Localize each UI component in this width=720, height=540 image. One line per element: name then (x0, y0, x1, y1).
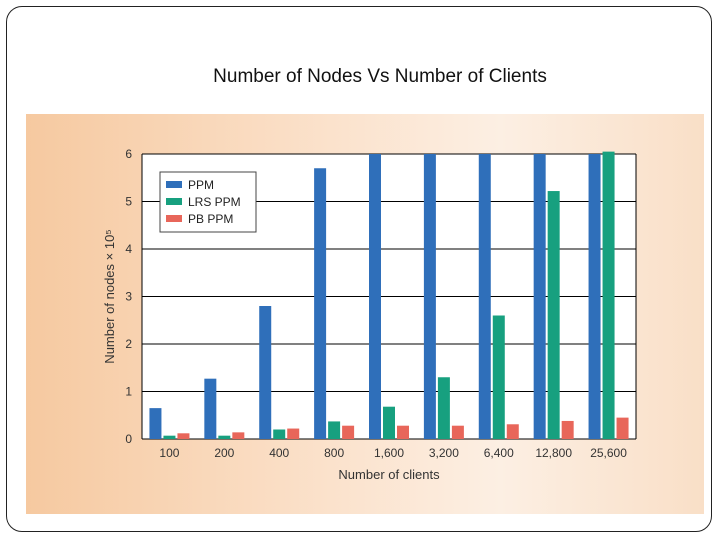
legend-label: PPM (188, 178, 214, 192)
bar-pb-ppm (287, 428, 300, 439)
bar-lrs-ppm (163, 435, 176, 439)
bar-pb-ppm (397, 425, 409, 439)
bar-lrs-ppm (602, 151, 615, 439)
y-axis-title: Number of nodes × 10⁵ (102, 229, 117, 363)
bar-pb-ppm (451, 425, 464, 439)
x-tick-label: 100 (159, 446, 179, 460)
y-tick-label: 0 (125, 432, 132, 446)
bar-ppm (533, 154, 546, 439)
y-tick-label: 6 (125, 147, 132, 161)
x-tick-label: 6,400 (484, 446, 514, 460)
y-tick-label: 5 (125, 195, 132, 209)
bar-ppm (149, 408, 162, 439)
bar-ppm (369, 154, 381, 439)
bar-lrs-ppm (547, 191, 560, 439)
legend-swatch (166, 181, 182, 188)
bar-ppm (204, 378, 217, 439)
bar-lrs-ppm (218, 435, 231, 439)
bar-lrs-ppm (437, 377, 450, 439)
bar-lrs-ppm (492, 315, 505, 439)
bar-pb-ppm (177, 433, 190, 439)
bar-pb-ppm (616, 417, 629, 439)
x-tick-label: 1,600 (374, 446, 404, 460)
chart-panel: 0 1 2 3 4 5 6 100 200 400 800 1,600 3,200 6,400 12,800… (26, 114, 704, 514)
bar-pb-ppm (342, 425, 355, 439)
bar-lrs-ppm (383, 406, 395, 439)
x-tick-label: 800 (324, 446, 344, 460)
bar-ppm (314, 168, 327, 439)
x-axis-title: Number of clients (338, 467, 440, 482)
legend-swatch (166, 198, 182, 205)
legend-label: PB PPM (188, 212, 233, 226)
y-tick-label: 4 (125, 242, 132, 256)
x-tick-label: 200 (214, 446, 234, 460)
bar-ppm (478, 154, 491, 439)
bar-pb-ppm (232, 432, 245, 439)
bar-pb-ppm (506, 424, 519, 439)
bar-chart: 0 1 2 3 4 5 6 100 200 400 800 1,600 3,200 6,400 12,800… (102, 147, 637, 482)
bar-ppm (259, 306, 272, 439)
x-tick-label: 12,800 (535, 446, 572, 460)
x-tick-label: 3,200 (429, 446, 459, 460)
y-tick-label: 3 (125, 290, 132, 304)
slide-title: Number of Nodes Vs Number of Clients (213, 66, 547, 87)
y-tick-label: 2 (125, 337, 132, 351)
bar-lrs-ppm (328, 421, 341, 439)
bar-lrs-ppm (273, 429, 286, 439)
bar-ppm (588, 154, 601, 439)
y-tick-label: 1 (125, 385, 132, 399)
bar-pb-ppm (561, 420, 574, 439)
bar-ppm (423, 154, 436, 439)
x-tick-label: 400 (269, 446, 289, 460)
legend-label: LRS PPM (188, 195, 241, 209)
legend-swatch (166, 215, 182, 222)
x-tick-label: 25,600 (590, 446, 627, 460)
